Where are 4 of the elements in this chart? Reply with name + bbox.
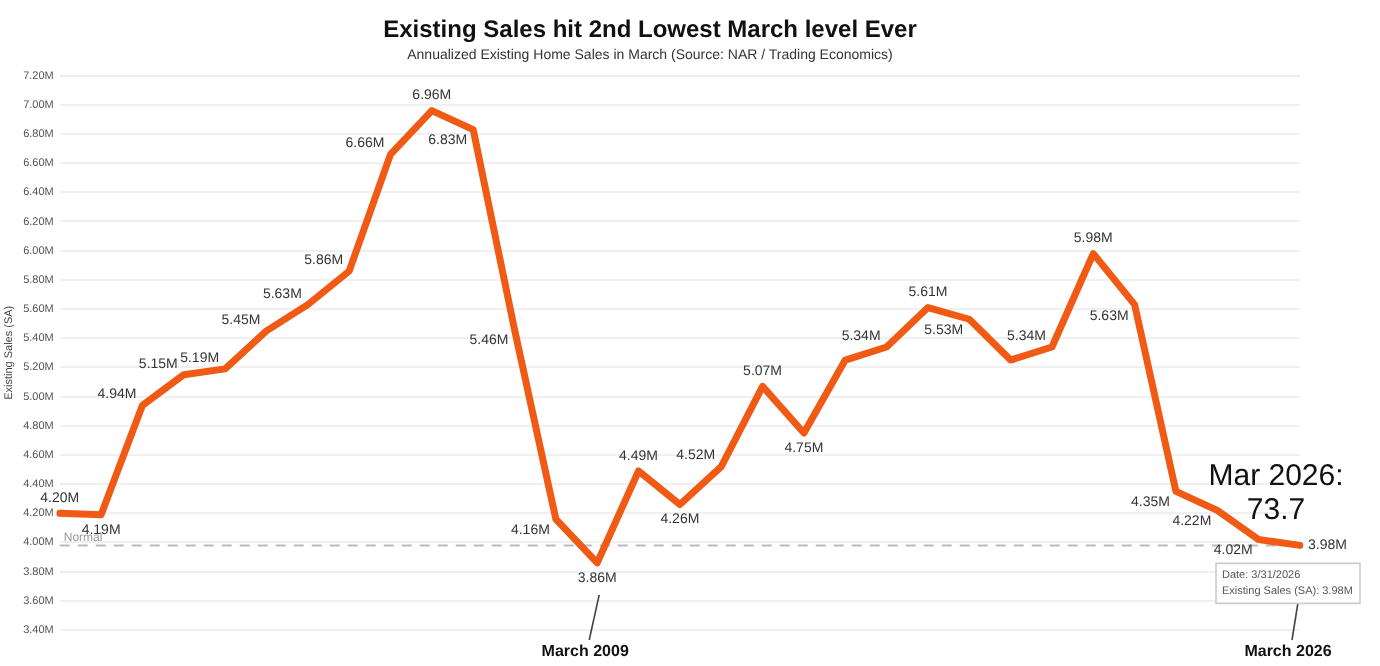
text: March 2026 [1244,642,1333,661]
chart-title: Existing Sales hit 2nd Lowest March level Ever [383,15,918,44]
annotation: Mar 2026: 73.7 [1208,458,1344,527]
text: March 2009 [541,642,630,661]
